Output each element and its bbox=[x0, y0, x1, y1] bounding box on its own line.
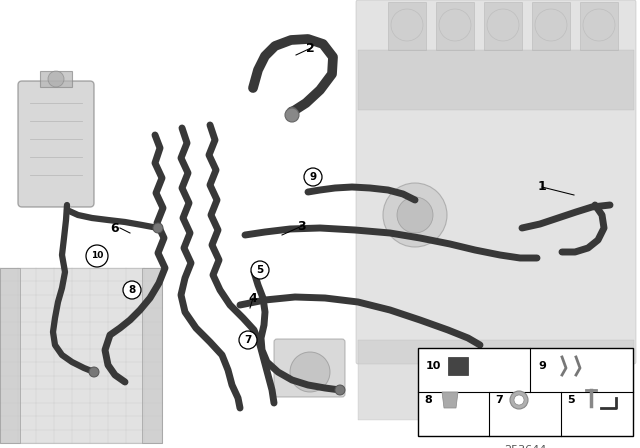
Bar bbox=[142, 268, 162, 443]
Circle shape bbox=[285, 108, 299, 122]
Circle shape bbox=[153, 223, 163, 233]
Circle shape bbox=[239, 331, 257, 349]
Circle shape bbox=[514, 395, 524, 405]
FancyBboxPatch shape bbox=[18, 81, 94, 207]
Text: 9: 9 bbox=[309, 172, 317, 182]
Bar bbox=[418, 348, 633, 436]
Circle shape bbox=[439, 9, 471, 41]
Bar bbox=[532, 2, 570, 50]
Circle shape bbox=[48, 71, 64, 87]
Circle shape bbox=[304, 168, 322, 186]
FancyBboxPatch shape bbox=[356, 0, 636, 364]
Text: 6: 6 bbox=[111, 221, 119, 234]
Text: 253644: 253644 bbox=[504, 445, 546, 448]
Circle shape bbox=[535, 9, 567, 41]
Text: 3: 3 bbox=[298, 220, 307, 233]
Text: 8: 8 bbox=[129, 285, 136, 295]
Bar bbox=[484, 2, 522, 50]
Circle shape bbox=[440, 350, 510, 420]
FancyBboxPatch shape bbox=[274, 339, 345, 397]
Text: 4: 4 bbox=[248, 292, 257, 305]
Circle shape bbox=[455, 365, 495, 405]
Text: 9: 9 bbox=[538, 361, 546, 371]
Circle shape bbox=[583, 9, 615, 41]
Circle shape bbox=[510, 391, 528, 409]
Text: 8: 8 bbox=[424, 395, 432, 405]
Circle shape bbox=[397, 197, 433, 233]
Polygon shape bbox=[442, 392, 458, 408]
Text: 10: 10 bbox=[426, 361, 442, 371]
Text: 7: 7 bbox=[244, 335, 252, 345]
Bar bbox=[436, 2, 474, 50]
Bar bbox=[358, 50, 634, 110]
Circle shape bbox=[290, 352, 330, 392]
Text: 5: 5 bbox=[257, 265, 264, 275]
Text: 10: 10 bbox=[91, 251, 103, 260]
Circle shape bbox=[251, 261, 269, 279]
Text: 5: 5 bbox=[567, 395, 575, 405]
Circle shape bbox=[123, 281, 141, 299]
Bar bbox=[0, 268, 20, 443]
Circle shape bbox=[287, 107, 297, 117]
Bar bbox=[0, 268, 162, 443]
Text: 2: 2 bbox=[306, 42, 314, 55]
Circle shape bbox=[89, 367, 99, 377]
Circle shape bbox=[86, 245, 108, 267]
Circle shape bbox=[391, 9, 423, 41]
Text: 7: 7 bbox=[495, 395, 503, 405]
Bar bbox=[40, 71, 72, 87]
Bar bbox=[580, 2, 618, 50]
Bar bbox=[448, 357, 468, 375]
Circle shape bbox=[487, 9, 519, 41]
Bar bbox=[358, 340, 634, 420]
Bar bbox=[388, 2, 426, 50]
Circle shape bbox=[335, 385, 345, 395]
Text: 1: 1 bbox=[538, 181, 547, 194]
Circle shape bbox=[383, 183, 447, 247]
